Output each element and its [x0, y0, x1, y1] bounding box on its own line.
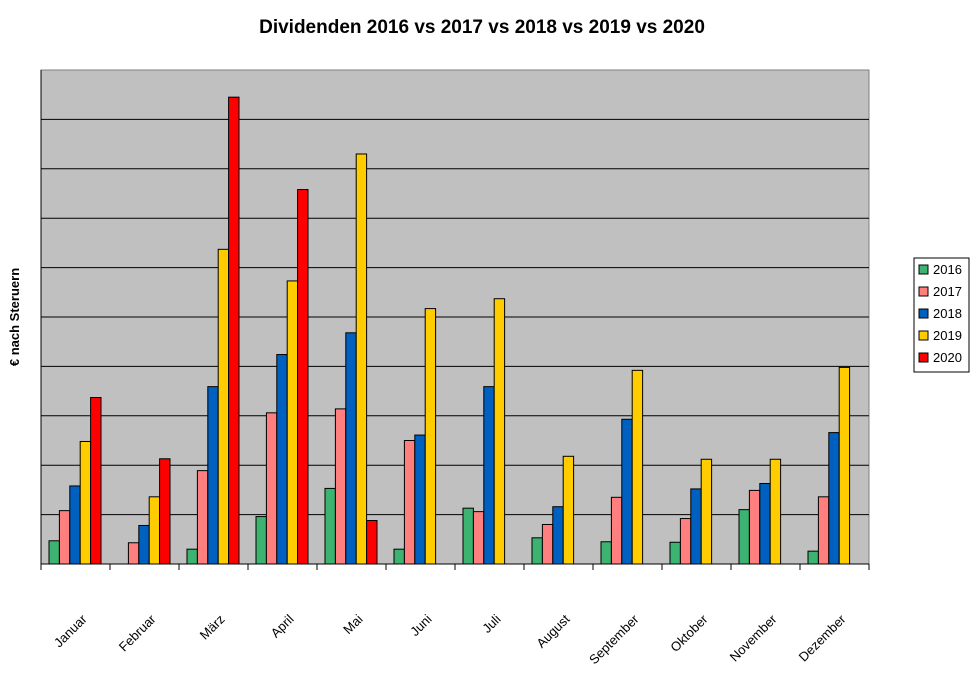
bar-2019-juni: [424, 308, 437, 565]
bar-2018-august: [552, 506, 564, 565]
x-tick-label: Dezember: [796, 611, 849, 664]
x-tick-label: Oktober: [667, 611, 711, 655]
bar-2017-august: [541, 523, 554, 565]
bar-2016-märz: [186, 548, 198, 565]
bar-2018-mai: [345, 332, 357, 565]
bar-2018-februar: [138, 524, 150, 565]
bar-2018-juli: [483, 386, 495, 565]
bar-2016-dezember: [807, 550, 819, 565]
bar-2019-november: [769, 458, 782, 565]
bar-2017-september: [610, 496, 623, 565]
x-tick-label: März: [197, 612, 228, 643]
bar-2016-oktober: [669, 541, 681, 565]
chart-title: Dividenden 2016 vs 2017 vs 2018 vs 2019 …: [259, 17, 705, 38]
legend-label-2017: 2017: [933, 284, 962, 299]
bar-2016-april: [255, 516, 267, 565]
bar-2018-dezember: [828, 432, 840, 565]
legend-label-2020: 2020: [933, 350, 962, 365]
x-tick-label: Januar: [51, 611, 90, 650]
legend-label-2018: 2018: [933, 306, 962, 321]
bar-2017-juli: [472, 511, 485, 565]
legend-swatch-2018: [918, 308, 929, 319]
x-tick-label: September: [586, 611, 642, 667]
legend-swatch-2020: [918, 352, 929, 363]
bar-2018-januar: [69, 485, 81, 565]
bar-2016-november: [738, 509, 750, 565]
legend-swatch-2017: [918, 286, 929, 297]
bar-2019-februar: [148, 496, 161, 565]
bar-2018-november: [759, 482, 771, 565]
bar-2018-märz: [207, 386, 219, 565]
bar-2016-august: [531, 537, 543, 565]
bar-2019-märz: [217, 248, 230, 565]
bar-2018-september: [621, 418, 633, 565]
bar-2017-dezember: [817, 496, 830, 565]
bar-2018-april: [276, 354, 288, 565]
bar-2019-mai: [355, 153, 368, 565]
bar-2019-dezember: [838, 366, 851, 565]
legend-swatch-2016: [918, 264, 929, 275]
x-tick-label: November: [727, 611, 780, 664]
x-tick-label: Mai: [340, 611, 365, 636]
bar-2017-april: [265, 412, 278, 565]
bar-2017-juni: [403, 440, 416, 565]
bar-2019-april: [286, 280, 299, 565]
bar-2019-januar: [79, 440, 92, 565]
bar-2020-april: [297, 189, 309, 565]
bar-2016-januar: [48, 540, 60, 565]
bar-2019-august: [562, 455, 575, 565]
x-tick-label: April: [268, 611, 297, 640]
legend: 2016 2017 2018 2019 2020: [913, 257, 970, 373]
bar-2017-november: [748, 489, 761, 565]
y-axis-label: € nach Steruern: [7, 268, 22, 366]
bar-2018-oktober: [690, 488, 702, 565]
bar-2020-januar: [90, 397, 102, 565]
bar-2017-februar: [127, 542, 140, 565]
bar-2020-februar: [159, 458, 171, 565]
legend-swatch-2019: [918, 330, 929, 341]
bar-2017-märz: [196, 470, 209, 565]
x-tick-label: Juni: [407, 611, 435, 639]
bar-2017-mai: [334, 408, 347, 565]
bar-2016-juni: [393, 548, 405, 565]
bar-2019-oktober: [700, 458, 713, 565]
bar-2020-märz: [228, 96, 240, 565]
bar-2018-juni: [414, 434, 426, 565]
x-tick-label: Februar: [116, 611, 159, 654]
bar-2016-mai: [324, 487, 336, 565]
x-tick-label: August: [533, 611, 572, 650]
plot-area: Januar Februar März April Mai Juni Juli August S…: [40, 69, 870, 667]
legend-label-2016: 2016: [933, 262, 962, 277]
bar-2017-januar: [58, 510, 71, 565]
bar-2019-september: [631, 369, 644, 565]
bar-2016-september: [600, 541, 612, 565]
bar-2017-oktober: [679, 518, 692, 565]
legend-label-2019: 2019: [933, 328, 962, 343]
bar-2019-juli: [493, 298, 506, 565]
bar-2016-juli: [462, 507, 474, 565]
x-tick-label: Juli: [479, 611, 503, 635]
bar-2020-mai: [366, 520, 378, 565]
